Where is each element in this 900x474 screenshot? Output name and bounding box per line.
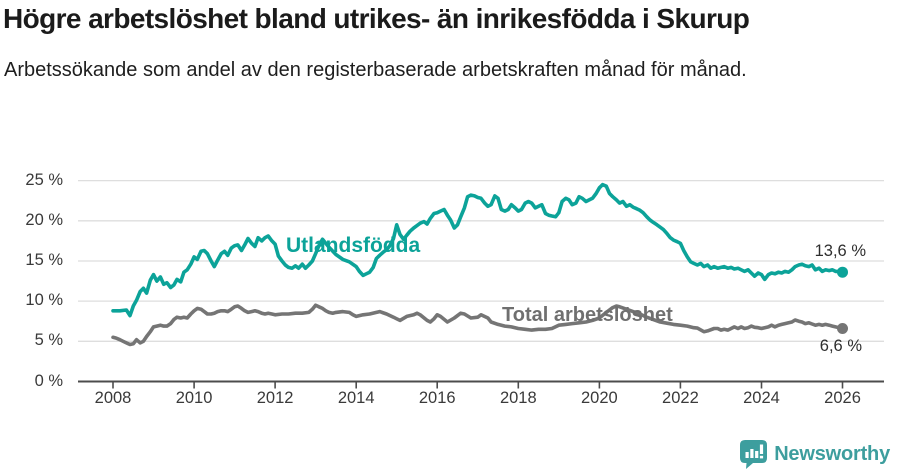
end-value-label-total-arbetsloshet: 6,6 %: [819, 337, 862, 355]
y-axis-tick-label: 10 %: [25, 291, 63, 310]
series-label-total-arbetsloshet: Total arbetslöshet: [502, 304, 673, 326]
x-axis-tick-label: 2022: [662, 389, 699, 407]
chart-title: Högre arbetslöshet bland utrikes- än inr…: [3, 3, 750, 34]
series-end-dot-1: [837, 323, 848, 334]
series-end-dot-0: [837, 266, 848, 278]
series-label-utlandsfodda: Utlandsfödda: [286, 234, 421, 257]
x-axis-tick-label: 2008: [94, 389, 132, 407]
y-axis-tick-label: 5 %: [34, 331, 63, 350]
newsworthy-logo-icon: [740, 440, 768, 469]
y-axis-tick-label: 20 %: [25, 210, 63, 229]
newsworthy-brand-text: Newsworthy: [774, 443, 890, 465]
logo-bar-3: [755, 451, 759, 458]
end-value-label-utlandsfodda: 13,6 %: [814, 242, 866, 260]
logo-bar-2: [750, 449, 754, 458]
logo-exclamation: [760, 444, 764, 454]
y-axis-tick-label: 25 %: [25, 170, 63, 189]
series-line-1: [111, 303, 845, 347]
newsworthy-logo: Newsworthy: [740, 440, 890, 469]
chart-subtitle: Arbetssökande som andel av den registerb…: [4, 59, 747, 81]
x-axis-tick-label: 2016: [418, 389, 456, 407]
series-line-0: [111, 182, 845, 318]
x-axis-tick-label: 2026: [824, 389, 861, 407]
y-axis-tick-label: 15 %: [25, 250, 63, 269]
x-axis-tick-label: 2010: [175, 389, 213, 407]
y-axis-tick-label: 0 %: [34, 371, 63, 390]
x-axis-tick-label: 2012: [256, 389, 294, 407]
logo-bar-1: [745, 452, 749, 458]
x-axis-tick-label: 2024: [743, 389, 780, 407]
x-axis-tick-label: 2020: [581, 389, 618, 407]
x-axis-tick-label: 2014: [337, 389, 375, 407]
x-axis-tick-label: 2018: [499, 389, 537, 407]
